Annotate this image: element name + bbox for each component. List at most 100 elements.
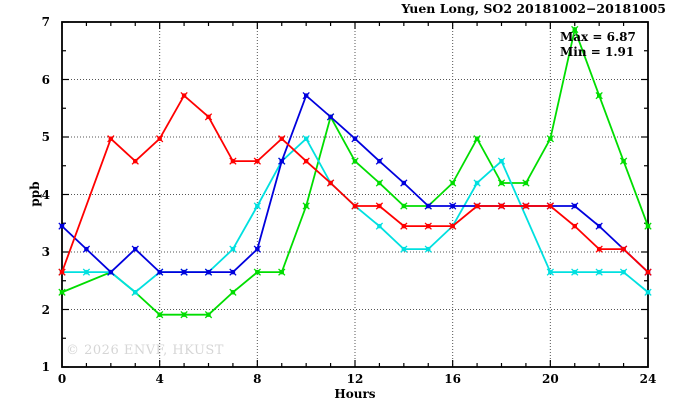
- series-blue-marker: [426, 203, 431, 209]
- series-green-marker: [499, 180, 504, 186]
- series-cyan-marker: [474, 180, 480, 186]
- series-blue-marker: [352, 136, 358, 141]
- series-blue-marker: [377, 158, 382, 164]
- series-green-marker: [181, 312, 187, 317]
- y-tick-label: 7: [41, 15, 50, 29]
- series-blue-marker: [206, 269, 211, 275]
- series-blue-marker: [84, 246, 89, 252]
- series-green-marker: [474, 136, 480, 141]
- series-red-marker: [548, 203, 553, 209]
- series-blue-marker: [450, 203, 455, 209]
- series-blue-marker: [279, 158, 284, 164]
- series-green-marker: [572, 27, 577, 32]
- series-red-marker: [621, 246, 626, 252]
- series-cyan-marker: [133, 290, 138, 295]
- series-red-marker: [133, 158, 138, 164]
- series-red-marker: [206, 114, 211, 120]
- series-blue-marker: [572, 203, 577, 209]
- series-green-marker: [255, 269, 260, 275]
- watermark: © 2026 ENVF, HKUST: [66, 343, 224, 358]
- series-green-marker: [206, 312, 211, 317]
- series-red-marker: [450, 223, 455, 229]
- plot-border: [61, 21, 649, 368]
- x-tick-label: 20: [541, 372, 559, 386]
- y-tick-label: 6: [41, 72, 50, 87]
- series-green-marker: [621, 158, 626, 164]
- series-red-marker: [352, 203, 358, 209]
- series-cyan-marker: [499, 158, 504, 164]
- series-cyan-marker: [621, 269, 626, 275]
- series-cyan-marker: [572, 269, 577, 275]
- series-blue-marker: [596, 223, 602, 229]
- series-green-marker: [230, 290, 236, 295]
- series-cyan-marker: [596, 269, 602, 275]
- series-blue-marker: [108, 269, 114, 275]
- x-tick-label: 8: [253, 372, 262, 386]
- series-cyan-marker: [645, 290, 651, 295]
- series-green-marker: [377, 180, 382, 186]
- series-cyan-marker: [401, 246, 407, 252]
- series-green-marker: [59, 290, 65, 295]
- series-red-marker: [596, 246, 602, 252]
- series-blue-marker: [181, 269, 187, 275]
- series-red-marker: [108, 136, 114, 141]
- series-red-marker: [377, 203, 382, 209]
- series-green-marker: [303, 203, 309, 209]
- x-tick-label: 4: [155, 372, 164, 386]
- max-value-label: Max = 6.87: [560, 30, 636, 44]
- series-green-marker: [596, 93, 602, 98]
- series-red-marker: [157, 136, 162, 141]
- x-tick-label: 0: [57, 372, 67, 386]
- x-tick-label: 24: [639, 372, 657, 386]
- y-tick-label: 1: [41, 360, 50, 374]
- series-cyan-marker: [255, 203, 260, 209]
- series-red-marker: [303, 158, 309, 164]
- series-blue-line: [61, 94, 649, 274]
- series-green-marker: [548, 136, 553, 141]
- series-red-line: [61, 94, 649, 273]
- series-green-marker: [401, 203, 407, 209]
- x-axis-title: Hours: [334, 387, 376, 401]
- series-red-marker: [499, 203, 504, 209]
- y-tick-label: 4: [41, 187, 50, 202]
- chart-title: Yuen Long, SO2 20181002−20181005: [401, 1, 666, 16]
- series-blue-marker: [303, 93, 309, 98]
- series-red-marker: [230, 158, 236, 164]
- series-blue-marker: [133, 246, 138, 252]
- series-green-marker: [352, 158, 358, 164]
- x-tick-label: 12: [346, 372, 364, 386]
- series-cyan-marker: [548, 269, 553, 275]
- series-red-marker: [523, 203, 529, 209]
- series-red-marker: [181, 93, 187, 98]
- series-blue-marker: [230, 269, 236, 275]
- series-cyan-marker: [230, 246, 236, 252]
- series-blue-marker: [157, 269, 162, 275]
- series-red-marker: [572, 223, 577, 229]
- series-red-marker: [279, 136, 284, 141]
- y-tick-label: 3: [41, 245, 50, 259]
- series-green-marker: [279, 269, 284, 275]
- series-green-marker: [523, 180, 529, 186]
- min-value-label: Min = 1.91: [560, 45, 635, 59]
- series-cyan-marker: [426, 246, 431, 252]
- series-red-marker: [59, 269, 65, 275]
- series-green-marker: [450, 180, 455, 186]
- series-green-marker: [645, 223, 651, 229]
- series-red-marker: [328, 180, 333, 186]
- stats-annotation: Max = 6.87 Min = 1.91: [560, 30, 636, 60]
- series-blue-marker: [401, 180, 407, 186]
- series-blue-marker: [255, 246, 260, 252]
- series-cyan-marker: [377, 223, 382, 229]
- series-cyan-marker: [303, 136, 309, 141]
- series-green-line: [61, 26, 649, 316]
- series-blue-marker: [59, 223, 65, 229]
- series-green-marker: [157, 312, 162, 317]
- series-blue-marker: [328, 114, 333, 120]
- x-tick-label: 16: [444, 372, 461, 386]
- y-tick-label: 5: [41, 130, 50, 144]
- series-cyan-marker: [84, 269, 89, 275]
- y-tick-label: 2: [41, 302, 50, 317]
- series-red-marker: [645, 269, 651, 275]
